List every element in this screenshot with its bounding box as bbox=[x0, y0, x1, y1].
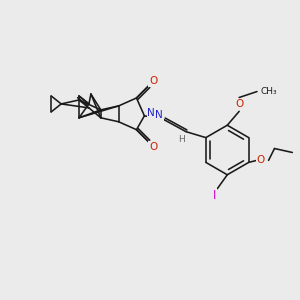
Text: I: I bbox=[213, 189, 216, 202]
Text: H: H bbox=[178, 135, 184, 144]
Text: O: O bbox=[149, 76, 158, 86]
Text: N: N bbox=[148, 108, 155, 118]
Text: O: O bbox=[235, 99, 243, 110]
Text: O: O bbox=[256, 155, 265, 165]
Text: N: N bbox=[155, 110, 163, 120]
Text: CH₃: CH₃ bbox=[261, 87, 278, 96]
Text: O: O bbox=[149, 142, 158, 152]
